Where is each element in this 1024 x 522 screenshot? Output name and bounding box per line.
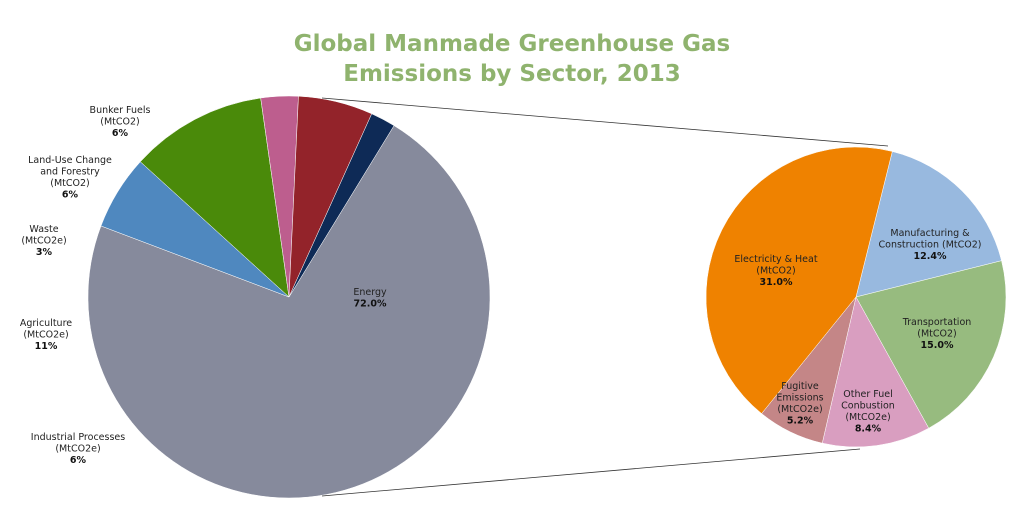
main-label-line: and Forestry bbox=[40, 167, 100, 178]
main-label-line: Energy bbox=[353, 287, 387, 298]
secondary-label-percent: 12.4% bbox=[914, 251, 947, 262]
main-label-line: (MtCO2) bbox=[100, 117, 140, 128]
secondary-slice-transportation bbox=[855, 260, 1007, 429]
secondary-label-transportation: Transportation(MtCO2)15.0% bbox=[902, 317, 972, 351]
secondary-label-manufacturing: Manufacturing &Construction (MtCO2)12.4% bbox=[879, 228, 982, 262]
main-label-percent: 72.0% bbox=[354, 299, 387, 310]
secondary-label-line: (MtCO2) bbox=[917, 329, 957, 340]
secondary-slice-electricity-heat bbox=[705, 146, 893, 414]
main-label-line: (MtCO2e) bbox=[21, 236, 66, 247]
secondary-label-percent: 15.0% bbox=[921, 340, 954, 351]
connector-line-top bbox=[321, 97, 889, 147]
secondary-label-line: Transportation bbox=[902, 317, 972, 328]
connector-lines bbox=[321, 97, 889, 497]
secondary-slice-manufacturing bbox=[855, 151, 1002, 298]
main-label-agriculture: Agriculture(MtCO2e)11% bbox=[20, 318, 72, 352]
secondary-label-percent: 5.2% bbox=[787, 416, 814, 427]
secondary-label-line: Conbustion bbox=[841, 401, 895, 412]
main-slice-agriculture bbox=[139, 97, 290, 298]
secondary-label-line: Emissions bbox=[776, 393, 823, 404]
main-label-line: Agriculture bbox=[20, 318, 72, 329]
connector-line-bottom bbox=[321, 448, 861, 497]
main-label-waste: Waste(MtCO2e)3% bbox=[21, 224, 66, 258]
secondary-label-line: (MtCO2e) bbox=[845, 412, 890, 423]
main-pie bbox=[87, 95, 491, 499]
main-label-line: Industrial Processes bbox=[31, 432, 125, 443]
main-label-industrial-processes: Industrial Processes(MtCO2e)6% bbox=[31, 432, 125, 466]
main-label-percent: 11% bbox=[35, 341, 58, 352]
main-label-bunker-fuels: Bunker Fuels(MtCO2)6% bbox=[90, 105, 151, 139]
secondary-label-line: (MtCO2) bbox=[756, 266, 796, 277]
secondary-label-line: Electricity & Heat bbox=[734, 254, 817, 265]
main-label-line: Waste bbox=[29, 224, 58, 235]
main-label-line: Bunker Fuels bbox=[90, 105, 151, 116]
chart-title-line-2: Emissions by Sector, 2013 bbox=[343, 61, 680, 87]
secondary-label-line: Other Fuel bbox=[843, 389, 892, 400]
secondary-label-line: (MtCO2e) bbox=[777, 404, 822, 415]
secondary-label-electricity-heat: Electricity & Heat(MtCO2)31.0% bbox=[734, 254, 817, 288]
main-label-percent: 6% bbox=[112, 128, 129, 139]
main-label-percent: 6% bbox=[62, 190, 79, 201]
chart-title-line-1: Global Manmade Greenhouse Gas bbox=[294, 31, 731, 57]
main-label-line: Land-Use Change bbox=[28, 155, 112, 166]
chart-title: Global Manmade Greenhouse Gas Emissions … bbox=[294, 31, 731, 87]
secondary-label-line: Manufacturing & bbox=[890, 228, 970, 239]
secondary-label-percent: 31.0% bbox=[760, 277, 793, 288]
main-label-percent: 3% bbox=[36, 247, 53, 258]
main-slice-bunker-fuels bbox=[288, 113, 395, 298]
secondary-label-line: Construction (MtCO2) bbox=[879, 240, 982, 251]
main-label-line: (MtCO2e) bbox=[55, 444, 100, 455]
main-label-percent: 6% bbox=[70, 455, 87, 466]
secondary-label-percent: 8.4% bbox=[855, 424, 882, 435]
main-label-line: (MtCO2) bbox=[50, 178, 90, 189]
secondary-label-line: Fugitive bbox=[781, 381, 819, 392]
main-slice-energy bbox=[87, 125, 491, 499]
secondary-slice-other-fuel bbox=[821, 296, 930, 448]
secondary-pie bbox=[705, 146, 1007, 448]
main-label-line: (MtCO2e) bbox=[23, 330, 68, 341]
